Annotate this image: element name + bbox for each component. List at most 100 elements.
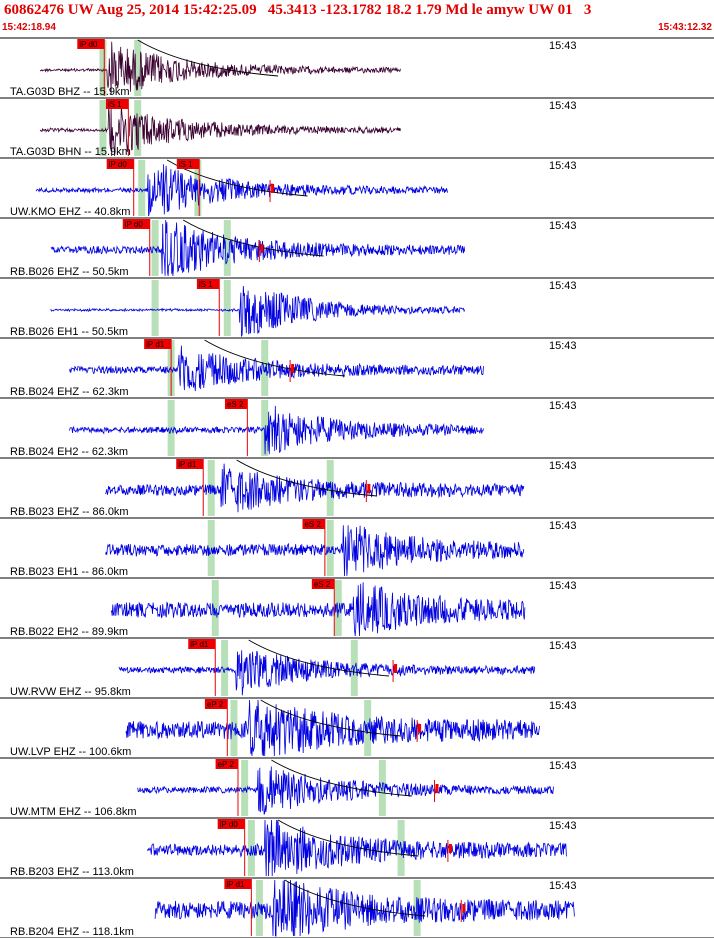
- station-label: RB.B026 EH1 -- 50.5km: [10, 326, 128, 338]
- phase-pick-flag: [217, 819, 245, 829]
- phase-pick-label: iP d0: [109, 160, 128, 169]
- minute-mark-label: 15:43: [549, 280, 577, 292]
- phase-pick-label: iS 1: [108, 100, 122, 109]
- phase-pick-flag: [302, 519, 325, 529]
- minute-mark-label: 15:43: [549, 760, 577, 772]
- station-label: UW.KMO EHZ -- 40.8km: [10, 206, 130, 218]
- event-title: 60862476 UW Aug 25, 2014 15:42:25.09 45.…: [4, 2, 592, 18]
- station-label: RB.B024 EH2 -- 62.3km: [10, 446, 128, 458]
- minute-mark-label: 15:43: [549, 520, 577, 532]
- window-start-time: 15:42:18.94: [2, 22, 56, 33]
- amplitude-pick-marker: [291, 364, 295, 373]
- phase-pick-flag: [122, 219, 150, 229]
- minute-mark-label: 15:43: [549, 340, 577, 352]
- station-label: RB.B204 EHZ -- 118.1km: [10, 926, 134, 938]
- minute-mark-label: 15:43: [549, 460, 577, 472]
- header: 60862476 UW Aug 25, 2014 15:42:25.09 45.…: [0, 0, 714, 38]
- amplitude-pick-marker: [448, 844, 452, 853]
- station-label: TA.G03D BHN -- 15.9km: [10, 146, 131, 158]
- phase-pick-label: eS 2: [304, 520, 321, 529]
- moveout-curve: [260, 699, 402, 737]
- waveform-trace: [105, 463, 525, 513]
- phase-pick-label: iS 1: [199, 280, 213, 289]
- phase-pick-flag: [144, 339, 172, 349]
- predicted-arrival-band: [134, 40, 142, 96]
- predicted-arrival-band: [223, 280, 231, 336]
- waveform-trace: [69, 345, 484, 392]
- phase-pick-label: eP 2: [218, 760, 235, 769]
- waveform-trace: [118, 650, 536, 696]
- phase-pick-label: eS 2: [227, 400, 244, 409]
- window-end-time: 15:43:12.32: [658, 22, 712, 33]
- predicted-arrival-band: [223, 220, 231, 276]
- minute-mark-label: 15:43: [549, 880, 577, 892]
- phase-pick-label: eS 2: [314, 580, 331, 589]
- predicted-arrival-band: [326, 520, 334, 576]
- phase-pick-flag: [215, 759, 238, 769]
- minute-mark-label: 15:43: [549, 220, 577, 232]
- amplitude-pick-marker: [271, 184, 275, 193]
- station-label: UW.LVP EHZ -- 100.6km: [10, 746, 131, 758]
- phase-pick-label: eP 2: [207, 700, 224, 709]
- phase-pick-flag: [224, 399, 248, 409]
- waveform-trace: [39, 41, 401, 96]
- moveout-curve: [137, 39, 279, 77]
- minute-mark-label: 15:43: [549, 40, 577, 52]
- phase-pick-label: iP d1: [190, 640, 209, 649]
- predicted-arrival-band: [211, 580, 219, 636]
- amplitude-pick-marker: [260, 244, 264, 253]
- moveout-curve: [236, 459, 378, 497]
- phase-pick-label: iS 1: [179, 160, 193, 169]
- waveform-trace: [137, 766, 554, 815]
- predicted-arrival-band: [99, 40, 107, 96]
- waveform-trace: [69, 405, 484, 455]
- station-label: UW.MTM EHZ -- 106.8km: [10, 806, 137, 818]
- phase-pick-label: iP d1: [146, 340, 165, 349]
- station-label: UW.RVW EHZ -- 95.8km: [10, 686, 131, 698]
- moveout-curve: [182, 219, 324, 257]
- minute-mark-label: 15:43: [549, 580, 577, 592]
- station-label: RB.B023 EH1 -- 86.0km: [10, 566, 128, 578]
- predicted-arrival-band: [151, 220, 159, 276]
- phase-pick-label: iP d1: [226, 880, 245, 889]
- phase-pick-flag: [196, 279, 220, 289]
- station-label: TA.G03D BHZ -- 15.9km: [10, 86, 130, 98]
- phase-pick-label: iP d0: [220, 820, 239, 829]
- moveout-curve: [248, 639, 390, 677]
- moveout-curve: [284, 879, 426, 917]
- phase-pick-flag: [77, 39, 105, 49]
- amplitude-pick-marker: [435, 784, 439, 793]
- waveform-trace: [39, 104, 401, 157]
- minute-mark-label: 15:43: [549, 160, 577, 172]
- waveform-trace: [105, 525, 525, 577]
- amplitude-pick-marker: [367, 484, 371, 493]
- predicted-arrival-band: [334, 580, 342, 636]
- predicted-arrival-band: [99, 100, 107, 156]
- phase-pick-flag: [204, 699, 228, 709]
- predicted-arrival-band: [241, 760, 249, 816]
- station-label: RB.B023 EHZ -- 86.0km: [10, 506, 129, 518]
- predicted-arrival-band: [151, 280, 159, 336]
- predicted-arrival-band: [230, 700, 238, 756]
- minute-mark-label: 15:43: [549, 700, 577, 712]
- moveout-curve: [271, 759, 412, 797]
- waveform-trace: [35, 164, 448, 217]
- phase-pick-flag: [224, 879, 252, 889]
- amplitude-pick-marker: [418, 724, 422, 733]
- waveform-trace: [110, 582, 526, 637]
- amplitude-pick-marker: [394, 664, 398, 673]
- phase-pick-label: iP d0: [79, 40, 98, 49]
- waveform-trace: [146, 819, 567, 877]
- minute-mark-label: 15:43: [549, 640, 577, 652]
- minute-mark-label: 15:43: [549, 820, 577, 832]
- phase-pick-label: iP d1: [178, 460, 197, 469]
- phase-pick-flag: [311, 579, 335, 589]
- station-label: RB.B024 EHZ -- 62.3km: [10, 386, 129, 398]
- predicted-arrival-band: [221, 640, 229, 696]
- predicted-arrival-band: [138, 160, 146, 216]
- amplitude-pick-marker: [462, 904, 466, 913]
- minute-mark-label: 15:43: [549, 400, 577, 412]
- predicted-arrival-band: [134, 100, 142, 156]
- phase-pick-flag: [106, 159, 134, 169]
